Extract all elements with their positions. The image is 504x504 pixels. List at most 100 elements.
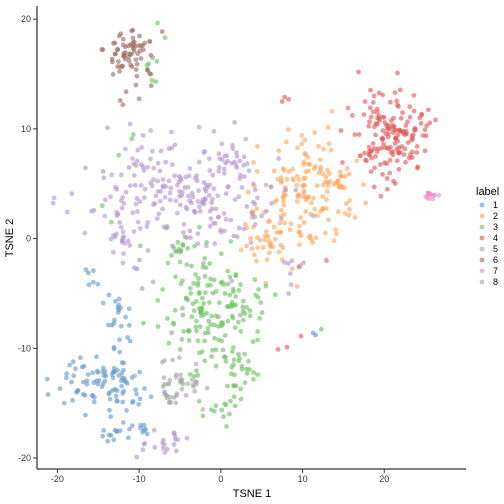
data-point xyxy=(134,73,140,79)
data-point xyxy=(397,127,402,133)
data-point xyxy=(133,67,139,72)
data-point xyxy=(162,450,168,455)
data-point xyxy=(170,357,176,363)
data-point xyxy=(262,237,268,243)
data-point xyxy=(223,358,229,364)
data-point xyxy=(284,344,290,350)
data-point xyxy=(201,261,206,266)
data-point xyxy=(139,286,145,291)
data-point xyxy=(223,402,229,408)
series-8-points xyxy=(132,355,210,412)
data-point xyxy=(252,252,257,258)
data-point xyxy=(368,114,374,120)
data-point xyxy=(184,435,190,441)
data-point xyxy=(216,314,221,320)
data-point xyxy=(380,128,386,133)
data-point xyxy=(154,216,160,222)
data-point xyxy=(210,196,216,202)
legend-label-7: 7 xyxy=(493,266,498,276)
data-point xyxy=(236,288,242,293)
data-point xyxy=(231,345,236,350)
data-point xyxy=(242,351,248,357)
data-point xyxy=(232,403,238,409)
data-point xyxy=(111,249,116,255)
data-point xyxy=(213,289,219,294)
data-point xyxy=(173,198,179,204)
data-point xyxy=(192,388,198,394)
data-point xyxy=(131,132,136,137)
data-point xyxy=(101,175,107,181)
data-point xyxy=(84,381,90,387)
data-point xyxy=(133,82,139,88)
data-point xyxy=(220,320,226,326)
data-point xyxy=(91,399,97,405)
data-point xyxy=(356,132,362,138)
data-point xyxy=(282,94,287,100)
data-point xyxy=(95,370,101,375)
data-point xyxy=(227,274,233,280)
data-point xyxy=(120,420,126,425)
data-point xyxy=(132,182,138,188)
data-point xyxy=(228,217,234,223)
data-point xyxy=(311,166,317,172)
data-point xyxy=(278,216,284,222)
data-point xyxy=(194,178,200,184)
data-point xyxy=(326,217,331,223)
data-point xyxy=(397,87,403,93)
data-point xyxy=(346,171,352,177)
data-point xyxy=(179,193,185,198)
data-point xyxy=(100,433,106,439)
data-point xyxy=(221,211,227,216)
data-point xyxy=(192,243,198,249)
data-point xyxy=(204,310,210,316)
data-point xyxy=(166,178,172,184)
legend-key-7 xyxy=(479,268,485,274)
data-point xyxy=(109,56,115,62)
data-point xyxy=(184,262,190,267)
data-point xyxy=(226,411,232,417)
data-point xyxy=(394,158,400,164)
data-point xyxy=(294,183,300,188)
data-point xyxy=(130,210,136,216)
data-point xyxy=(171,245,177,251)
data-point xyxy=(297,223,302,229)
data-point xyxy=(99,47,105,52)
data-point xyxy=(160,440,166,446)
data-point xyxy=(255,195,260,201)
data-point xyxy=(364,158,369,164)
data-point xyxy=(138,56,144,61)
data-point xyxy=(64,371,70,377)
data-point xyxy=(419,111,424,117)
data-point xyxy=(208,276,214,282)
data-point xyxy=(186,193,191,199)
data-point xyxy=(422,127,428,133)
data-point xyxy=(164,446,170,452)
data-point xyxy=(207,300,212,305)
data-point xyxy=(238,282,243,287)
data-point xyxy=(186,338,192,343)
data-point xyxy=(391,178,396,184)
data-point xyxy=(275,347,281,352)
data-point xyxy=(366,149,372,154)
data-point xyxy=(44,376,50,382)
data-point xyxy=(178,281,184,287)
data-point xyxy=(220,347,226,353)
data-point xyxy=(108,194,113,200)
data-point xyxy=(285,127,291,132)
data-point xyxy=(282,211,287,217)
series-4-points xyxy=(275,69,438,352)
data-point xyxy=(301,260,306,266)
data-point xyxy=(121,251,126,256)
data-point xyxy=(126,58,132,64)
data-point xyxy=(119,64,125,69)
data-point xyxy=(403,159,408,165)
data-point xyxy=(137,257,142,263)
data-point xyxy=(414,150,420,155)
data-point xyxy=(227,292,233,298)
data-point xyxy=(431,193,437,198)
data-point xyxy=(325,183,331,188)
data-point xyxy=(151,177,156,182)
data-point xyxy=(125,335,130,340)
data-point xyxy=(116,152,122,158)
